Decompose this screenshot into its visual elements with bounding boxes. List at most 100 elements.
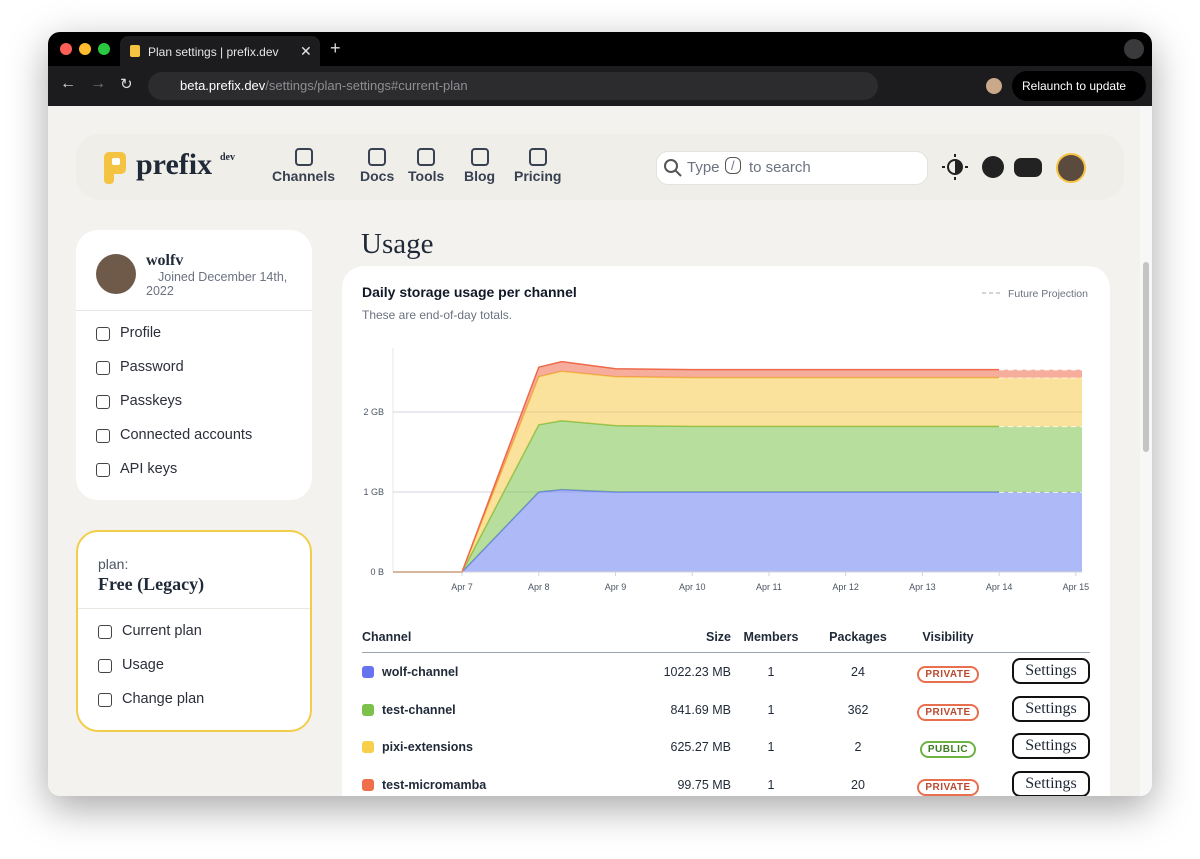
menu-icon bbox=[98, 625, 112, 639]
menu-label: Connected accounts bbox=[120, 427, 253, 443]
x-tick-label: Apr 10 bbox=[679, 582, 706, 592]
channel-name[interactable]: wolf-channel bbox=[382, 665, 459, 679]
usage-card: Daily storage usage per channel These ar… bbox=[342, 266, 1110, 796]
series-line bbox=[393, 360, 1000, 573]
zoom-button[interactable] bbox=[98, 43, 110, 55]
packages: 20 bbox=[851, 777, 865, 792]
header-rule bbox=[362, 652, 1090, 653]
back-button[interactable]: ← bbox=[60, 75, 76, 92]
series-area bbox=[393, 420, 1082, 572]
menu-item[interactable]: Password bbox=[96, 358, 296, 378]
menu-item[interactable]: Passkeys bbox=[96, 392, 296, 412]
address-bar: ← → ↻ beta.prefix.dev/settings/plan-sett… bbox=[48, 66, 1152, 106]
visibility-badge: PUBLIC bbox=[919, 741, 977, 758]
search-prefix: Type bbox=[687, 159, 720, 176]
visibility-cell: PRIVATE bbox=[888, 702, 1008, 721]
nav-label: Blog bbox=[464, 168, 496, 184]
members: 1 bbox=[767, 740, 775, 754]
settings-button[interactable]: Settings bbox=[1012, 770, 1090, 796]
chart: Daily storage usage per channel These ar… bbox=[362, 284, 1089, 592]
visibility-badge: PRIVATE bbox=[917, 703, 979, 721]
x-tick-label: Apr 12 bbox=[832, 582, 859, 592]
profile-avatar[interactable] bbox=[986, 78, 1002, 94]
menu-item[interactable]: API keys bbox=[96, 460, 296, 480]
menu-icon bbox=[98, 659, 112, 673]
tab-close[interactable]: ✕ bbox=[300, 43, 312, 59]
menu-icon bbox=[96, 361, 110, 375]
packages: 362 bbox=[847, 702, 869, 717]
visibility-badge: PRIVATE bbox=[917, 778, 979, 796]
favicon bbox=[130, 45, 140, 57]
divider bbox=[76, 310, 312, 311]
nav-item[interactable]: Docs bbox=[360, 148, 394, 184]
tab-bar: Plan settings | prefix.dev ✕ + bbox=[48, 32, 1152, 66]
profile-card: wolfv Joined December 14th, 2022 Profile… bbox=[76, 230, 312, 500]
reload-button[interactable]: ↻ bbox=[120, 76, 133, 93]
members: 1 bbox=[767, 777, 775, 792]
settings-button[interactable]: Settings bbox=[1012, 733, 1090, 759]
logo-mark bbox=[104, 152, 126, 184]
profile-avatar bbox=[96, 254, 136, 294]
menu-item[interactable]: Current plan bbox=[98, 622, 298, 642]
new-tab[interactable]: + bbox=[330, 38, 341, 58]
menu-icon bbox=[98, 693, 112, 707]
nav-item[interactable]: Pricing bbox=[514, 148, 561, 184]
search-suffix: to search bbox=[749, 159, 811, 176]
user-avatar[interactable] bbox=[1056, 153, 1086, 183]
color-swatch bbox=[362, 666, 374, 678]
channel-name[interactable]: test-channel bbox=[382, 702, 456, 717]
profile-joined: Joined December 14th, 2022 bbox=[146, 270, 288, 298]
url-path: /settings/plan-settings#current-plan bbox=[265, 78, 468, 93]
menu-label: Password bbox=[120, 359, 184, 375]
nav-icon bbox=[470, 148, 489, 166]
menu-label: API keys bbox=[120, 461, 178, 477]
search-box[interactable]: Type / to search bbox=[656, 151, 928, 185]
site-header: prefix dev Channels Docs Tools Blog Pricing … bbox=[76, 134, 1124, 200]
theme-toggle[interactable] bbox=[942, 154, 968, 180]
channel-name[interactable]: test-micromamba bbox=[382, 777, 487, 792]
menu-item[interactable]: Profile bbox=[96, 324, 296, 344]
menu-item[interactable]: Usage bbox=[98, 656, 298, 676]
url-host: beta.prefix.dev bbox=[180, 78, 266, 93]
scroll-thumb[interactable] bbox=[1143, 262, 1149, 452]
color-swatch bbox=[362, 741, 374, 753]
relaunch-button[interactable]: Relaunch to update bbox=[1012, 71, 1146, 101]
channel-name[interactable]: pixi-extensions bbox=[382, 740, 473, 754]
tab-search[interactable] bbox=[1124, 39, 1144, 59]
x-tick-label: Apr 14 bbox=[986, 582, 1013, 592]
menu-item[interactable]: Change plan bbox=[98, 690, 298, 710]
menu-icon bbox=[96, 429, 110, 443]
series-area bbox=[393, 371, 1082, 572]
url-field[interactable]: beta.prefix.dev/settings/plan-settings#c… bbox=[148, 72, 878, 100]
tab[interactable]: Plan settings | prefix.dev ✕ bbox=[120, 36, 320, 66]
chart-title: Daily storage usage per channel bbox=[362, 284, 577, 300]
nav-item[interactable]: Blog bbox=[464, 148, 495, 184]
minimize-button[interactable] bbox=[79, 43, 91, 55]
visibility-cell: PRIVATE bbox=[888, 777, 1008, 796]
scrollbar bbox=[1140, 106, 1152, 796]
column-header: Channel bbox=[362, 630, 412, 644]
menu-item[interactable]: Connected accounts bbox=[96, 426, 296, 446]
series-area bbox=[393, 489, 1082, 572]
members: 1 bbox=[767, 702, 775, 717]
discord-link[interactable] bbox=[1014, 158, 1042, 177]
nav-label: Docs bbox=[360, 168, 395, 184]
menu-label: Passkeys bbox=[120, 393, 183, 409]
y-tick-label: 0 B bbox=[370, 567, 384, 577]
nav-label: Tools bbox=[408, 168, 445, 184]
close-button[interactable] bbox=[60, 43, 72, 55]
nav-item[interactable]: Channels bbox=[272, 148, 335, 184]
settings-button[interactable]: Settings bbox=[1012, 695, 1090, 722]
nav-icon bbox=[528, 148, 547, 166]
forward-button[interactable]: → bbox=[90, 75, 106, 92]
menu-label: Current plan bbox=[122, 623, 202, 639]
size: 625.27 MB bbox=[670, 740, 731, 754]
settings-button[interactable]: Settings bbox=[1012, 658, 1090, 684]
x-tick-label: Apr 7 bbox=[451, 582, 473, 592]
logo[interactable]: prefix bbox=[136, 148, 213, 181]
nav-item[interactable]: Tools bbox=[408, 148, 444, 184]
github-link[interactable] bbox=[982, 156, 1004, 178]
packages: 2 bbox=[854, 740, 862, 754]
y-tick-label: 1 GB bbox=[363, 487, 384, 497]
